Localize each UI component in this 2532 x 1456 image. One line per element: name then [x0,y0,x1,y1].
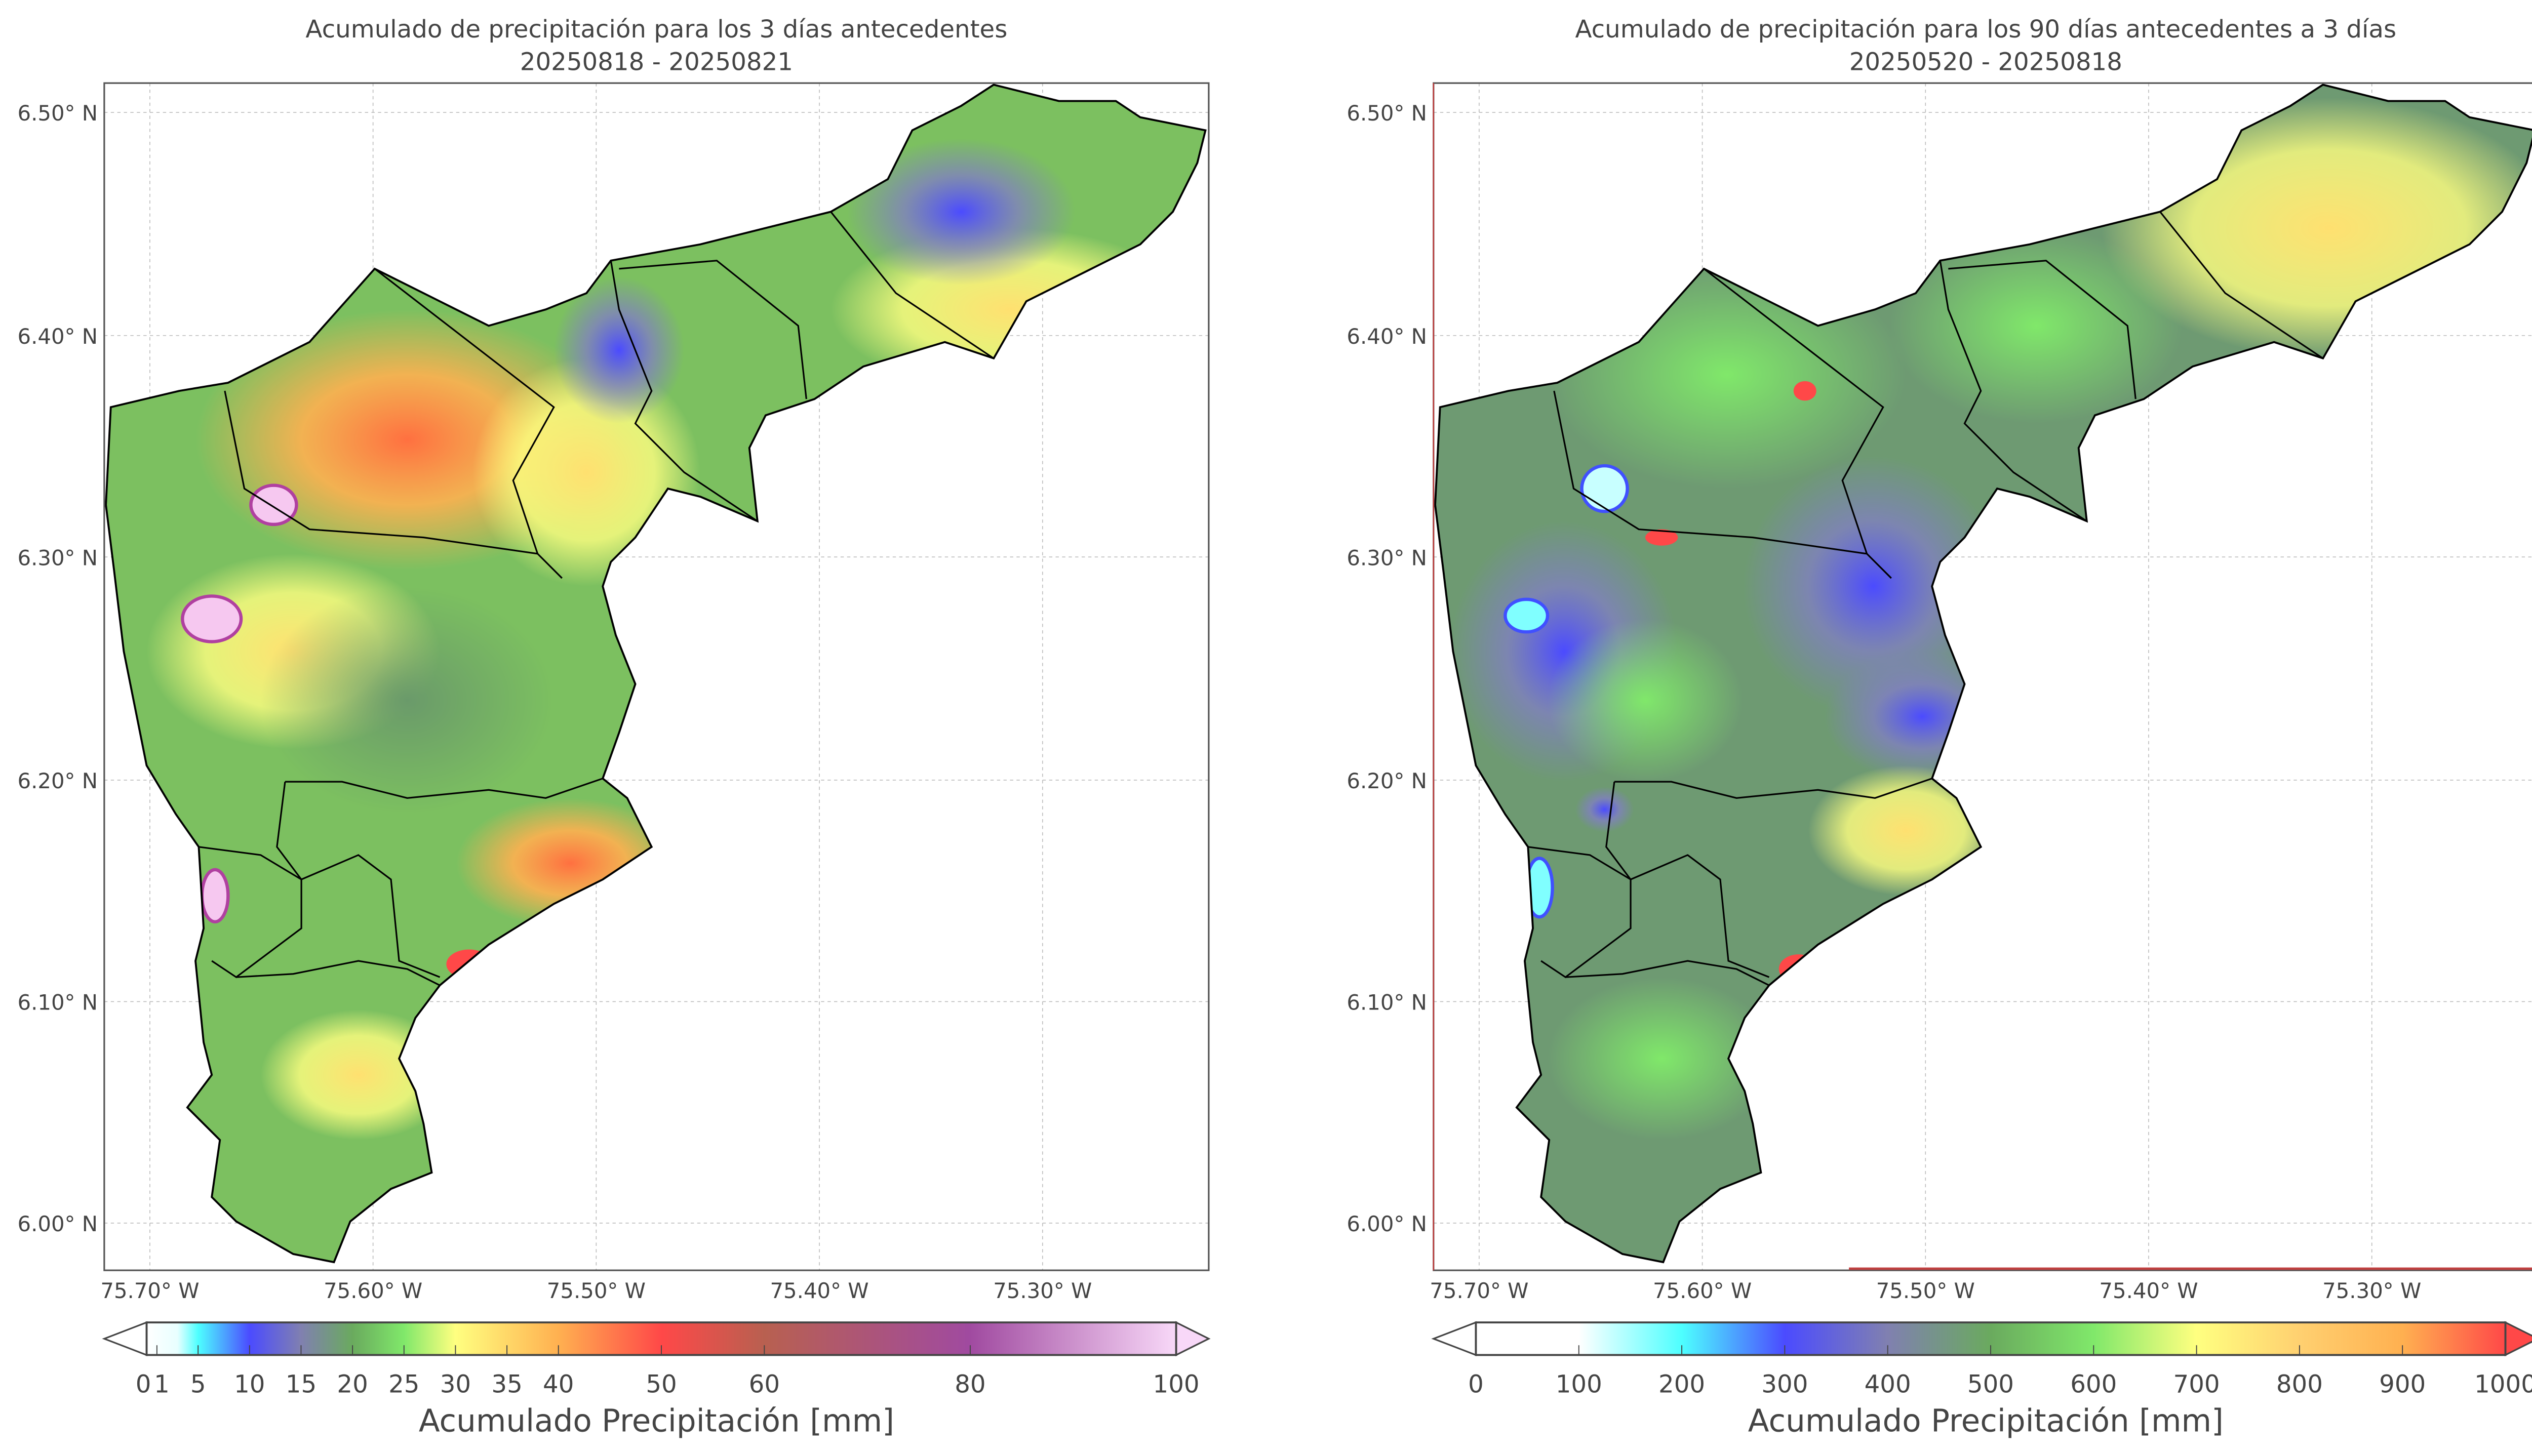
subbasin-boundary [1614,778,1932,799]
subbasin-boundary [2159,211,2324,359]
lon-tick-label: 75.30° W [993,1278,1092,1303]
lat-tick-label: 6.50° N [17,101,98,126]
subbasin-boundary [1553,390,1892,579]
colorbar-max-extend [2504,1321,2532,1357]
colorbar-tick-label: 0 [136,1370,151,1398]
lon-tick-label: 75.50° W [547,1278,646,1303]
colorbar-min-extend [102,1321,148,1356]
colorbar-tick-label: 600 [2070,1370,2117,1398]
left-colorbar: 0 1 5 10 15 20 25 30 35 40 50 60 80 100 [102,1321,1211,1398]
subbasin-boundary [1605,781,1770,978]
colorbar-max-extend [1175,1321,1211,1357]
colorbar-tick-label: 15 [286,1370,316,1398]
colorbar-tick-label: 100 [1153,1370,1200,1398]
subbasin-boundary [1565,960,1770,986]
subbasin-boundary [1948,260,2137,399]
left-panel: Acumulado de precipitación para los 3 dí… [17,15,1211,1439]
lon-tick-label: 75.30° W [2322,1278,2421,1303]
colorbar-tick-label: 400 [1865,1370,1911,1398]
lon-tick-label: 75.70° W [100,1278,199,1303]
colorbar-tick-label: 10 [234,1370,265,1398]
right-precip-field [1435,85,2532,1263]
left-axes-frame [103,82,1210,1271]
lon-tick-label: 75.50° W [1876,1278,1975,1303]
colorbar-tick-label: 60 [749,1370,780,1398]
colorbar-tick-label: 100 [1556,1370,1602,1398]
colorbar-tick-label: 1 [154,1370,170,1398]
subbasin-boundary [1703,268,1884,554]
right-title-line1: Acumulado de precipitación para los 90 d… [1575,15,2397,44]
lat-tick-label: 6.50° N [1347,101,1427,126]
colorbar-tick-label: 500 [1967,1370,2014,1398]
colorbar-tick-label: 300 [1761,1370,1808,1398]
subbasin-boundary [374,268,555,554]
subbasin-boundary [199,846,302,979]
colorbar-tick-label: 35 [491,1370,522,1398]
lon-tick-label: 75.60° W [324,1278,422,1303]
right-lat-ticks: 6.50° N 6.40° N 6.30° N 6.20° N 6.10° N 6.00°… [1347,101,1427,1236]
lat-tick-label: 6.00° N [17,1211,98,1236]
subbasin-boundary [830,211,995,359]
left-title-line1: Acumulado de precipitación para los 3 dí… [305,15,1007,44]
colorbar-tick-label: 30 [440,1370,471,1398]
lat-tick-label: 6.30° N [1347,545,1427,570]
subbasin-boundary [276,781,441,978]
colorbar-tick-label: 900 [2379,1370,2426,1398]
colorbar-tick-label: 200 [1658,1370,1705,1398]
subbasin-boundary [236,960,441,986]
left-precip-field [106,85,1206,1263]
lon-tick-label: 75.40° W [770,1278,868,1303]
right-title-line2: 20250520 - 20250818 [1849,48,2122,76]
lon-tick-label: 75.60° W [1653,1278,1752,1303]
right-subbasin-boundaries [1528,211,2324,986]
lat-tick-label: 6.40° N [17,324,98,349]
right-colorbar-label: Acumulado Precipitación [mm] [1748,1403,2224,1439]
subbasin-boundary [619,260,807,399]
colorbar-tick-label: 40 [543,1370,574,1398]
subbasin-boundary [1939,260,2087,522]
left-lon-ticks: 75.70° W 75.60° W 75.50° W 75.40° W 75.30° W [100,1278,1092,1303]
left-lat-ticks: 6.50° N 6.40° N 6.30° N 6.20° N 6.10° N 6.00°… [17,101,98,1236]
colorbar-tick-label: 80 [955,1370,985,1398]
colorbar-tick-label: 1000 [2474,1370,2532,1398]
lon-tick-label: 75.70° W [1430,1278,1528,1303]
lat-tick-label: 6.30° N [17,545,98,570]
colorbar-tick-label: 25 [388,1370,419,1398]
subbasin-boundary [224,390,563,579]
subbasin-boundary [1528,846,1632,979]
left-subbasin-boundaries [199,211,995,986]
lat-tick-label: 6.00° N [1347,1211,1427,1236]
right-panel: Acumulado de precipitación para los 90 d… [1347,15,2532,1439]
colorbar-tick-label: 700 [2173,1370,2220,1398]
colorbar-tick-label: 800 [2276,1370,2323,1398]
colorbar-min-extend [1431,1321,1477,1356]
colorbar-tick-label: 5 [190,1370,206,1398]
left-title-line2: 20250818 - 20250821 [520,48,793,76]
lat-tick-label: 6.20° N [1347,769,1427,793]
right-colorbar: 0 100 200 300 400 500 600 700 800 900 1000 [1431,1321,2532,1398]
lat-tick-label: 6.40° N [1347,324,1427,349]
subbasin-boundary [285,778,603,799]
lat-tick-label: 6.10° N [1347,990,1427,1015]
right-lon-ticks: 75.70° W 75.60° W 75.50° W 75.40° W 75.30° W [1430,1278,2421,1303]
colorbar-tick-label: 0 [1468,1370,1484,1398]
subbasin-boundary [610,260,758,522]
colorbar-tick-label: 50 [646,1370,677,1398]
colorbar-tick-label: 20 [337,1370,368,1398]
lat-tick-label: 6.10° N [17,990,98,1015]
lat-tick-label: 6.20° N [17,769,98,793]
left-colorbar-label: Acumulado Precipitación [mm] [419,1403,894,1439]
lon-tick-label: 75.40° W [2099,1278,2198,1303]
